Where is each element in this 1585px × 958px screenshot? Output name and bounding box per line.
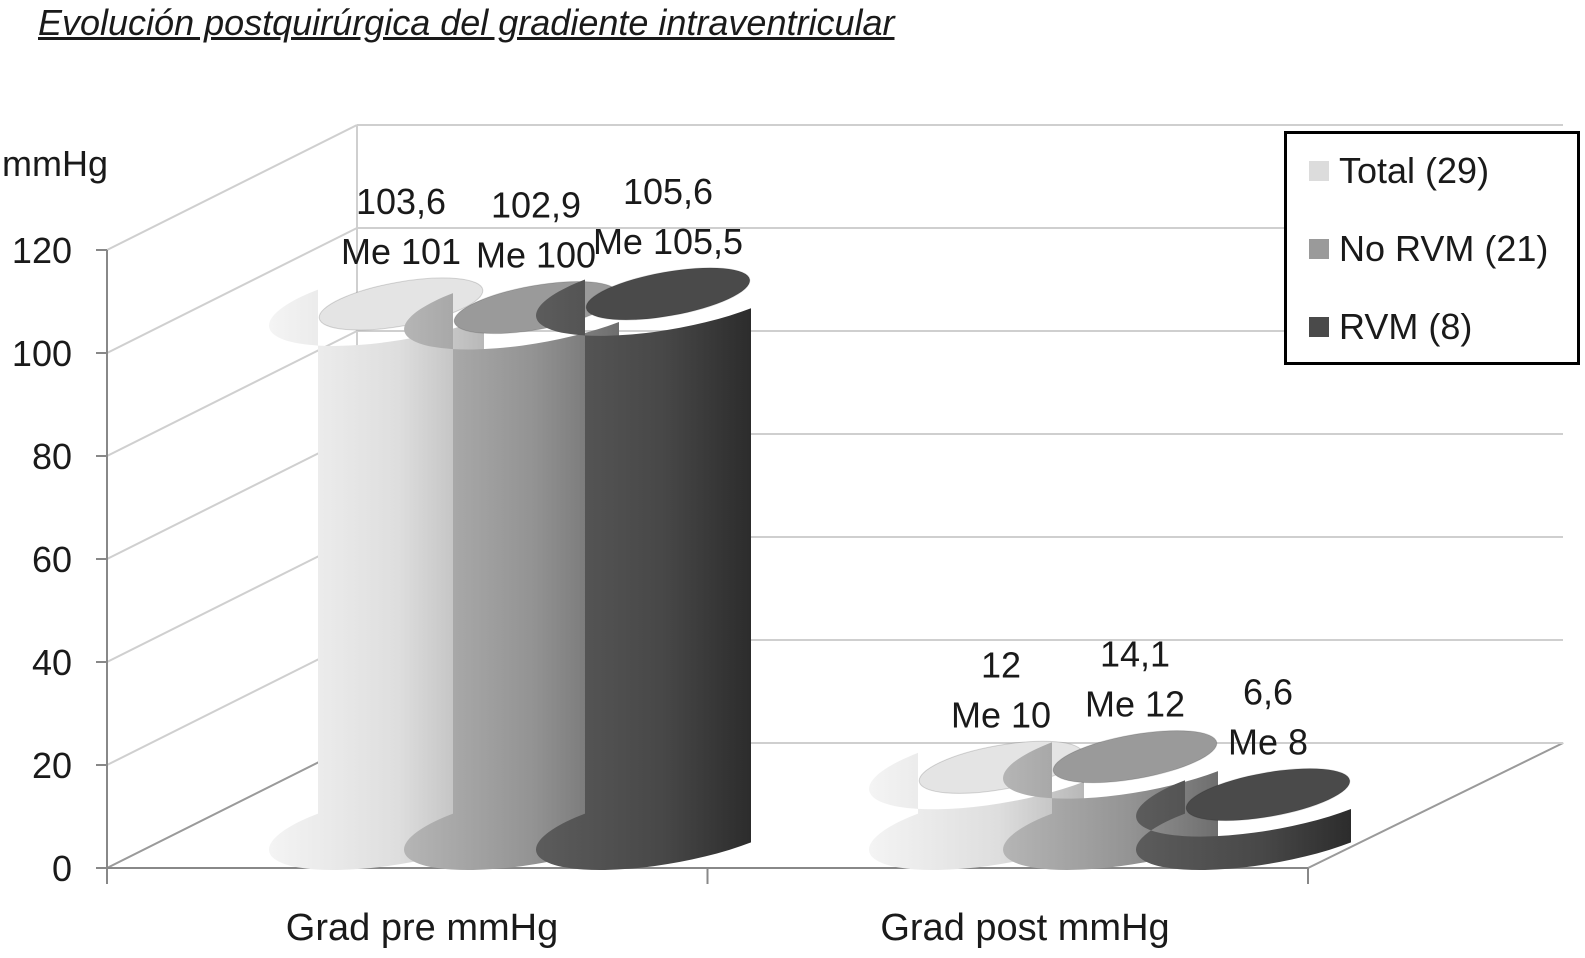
y-tick-label: 0 <box>52 848 72 889</box>
legend-entry-no-rvm: No RVM (21) <box>1309 228 1548 270</box>
x-category-label: Grad post mmHg <box>880 907 1169 949</box>
data-label: Me 100 <box>476 235 596 276</box>
data-label: 102,9 <box>491 185 581 226</box>
legend-label-total: Total (29) <box>1339 150 1490 191</box>
y-tick-label: 120 <box>12 230 72 271</box>
side-gridline <box>106 227 358 354</box>
chart-legend: Total (29) No RVM (21) RVM (8) <box>1284 131 1580 365</box>
y-tick-label: 80 <box>32 436 72 477</box>
bar-top <box>1185 768 1351 822</box>
data-label: Me 12 <box>1085 684 1185 725</box>
legend-label-no-rvm: No RVM (21) <box>1339 228 1549 269</box>
data-label: 12 <box>981 644 1021 685</box>
chart-title: Evolución postquirúrgica del gradiente i… <box>38 2 895 43</box>
bar-cylinder <box>269 277 484 870</box>
side-gridline <box>106 330 358 457</box>
data-label: Me 8 <box>1228 722 1308 763</box>
y-tick-label: 20 <box>32 745 72 786</box>
y-tick-label: 100 <box>12 333 72 374</box>
data-label: 105,6 <box>623 171 713 212</box>
bar-top <box>1052 730 1218 784</box>
bar-cylinder <box>1136 768 1351 870</box>
legend-swatch-no-rvm <box>1309 239 1329 259</box>
bar-body <box>536 279 751 870</box>
bar-body <box>269 289 484 870</box>
bar-cylinder <box>536 267 751 870</box>
y-tick-label: 60 <box>32 539 72 580</box>
bar-top <box>585 267 751 321</box>
x-category-label: Grad pre mmHg <box>286 907 558 949</box>
data-label: Me 105,5 <box>593 221 743 262</box>
data-label: Me 101 <box>341 231 461 272</box>
legend-entry-rvm: RVM (8) <box>1309 306 1472 348</box>
y-axis-label: mmHg <box>2 143 108 184</box>
legend-entry-total: Total (29) <box>1309 150 1489 192</box>
side-gridline <box>106 124 358 251</box>
side-gridline <box>106 433 358 560</box>
legend-label-rvm: RVM (8) <box>1339 306 1473 347</box>
data-label: Me 10 <box>951 694 1051 735</box>
bar-body <box>1136 780 1351 870</box>
legend-swatch-total <box>1309 161 1329 181</box>
data-label: 103,6 <box>356 181 446 222</box>
y-tick-label: 40 <box>32 642 72 683</box>
data-label: 14,1 <box>1100 634 1170 675</box>
side-gridline <box>106 639 358 766</box>
side-gridline <box>106 536 358 663</box>
bar-body <box>404 293 619 870</box>
legend-swatch-rvm <box>1309 317 1329 337</box>
data-label: 6,6 <box>1243 672 1293 713</box>
